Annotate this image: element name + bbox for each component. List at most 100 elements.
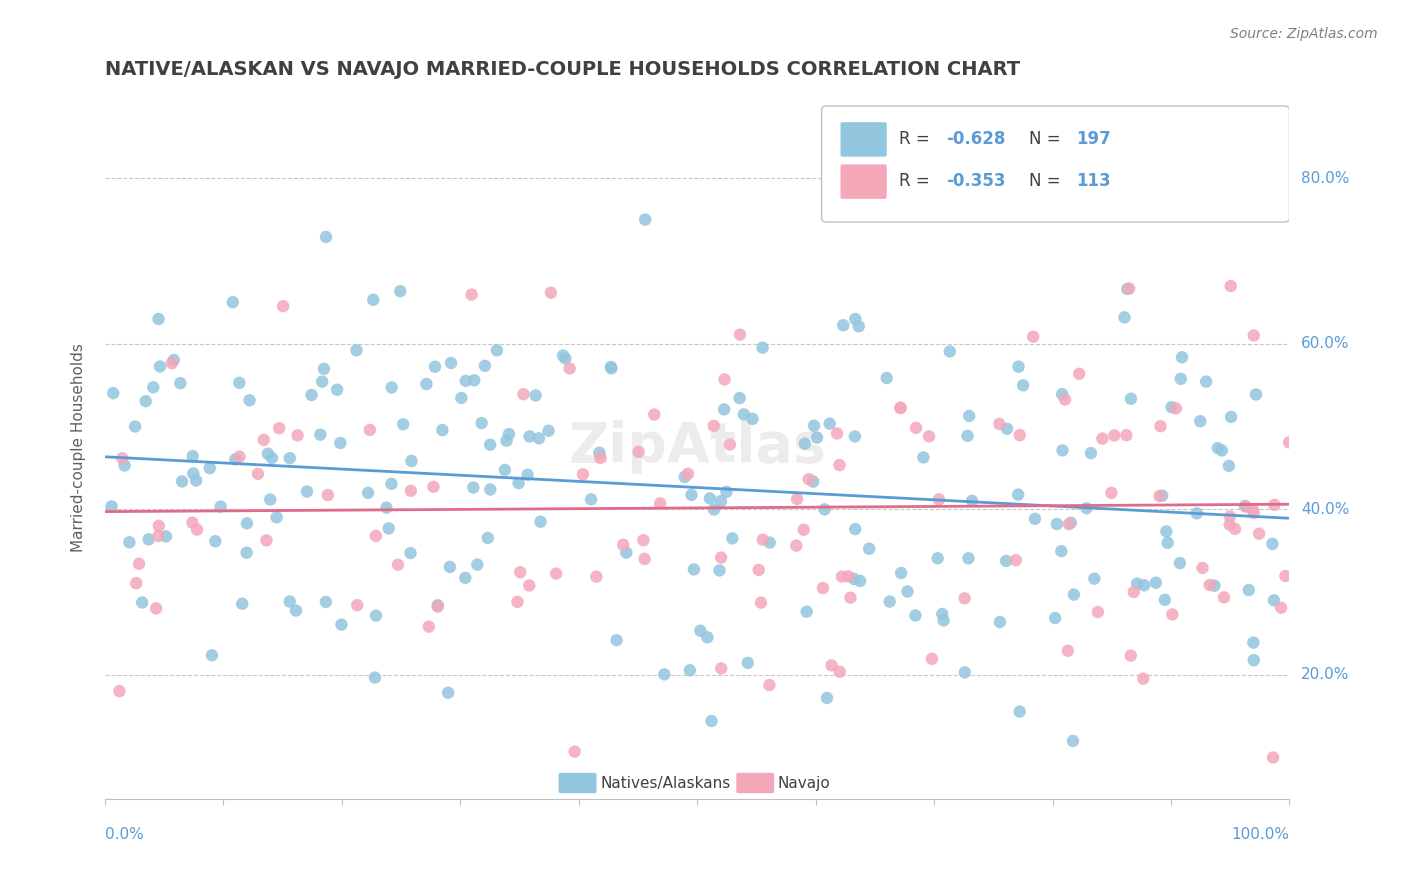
Point	[454, 571, 477, 585]
Point	[311, 375, 333, 389]
Point	[718, 437, 741, 451]
Point	[537, 424, 560, 438]
Point	[529, 515, 551, 529]
Point	[118, 535, 141, 549]
Point	[1220, 409, 1243, 424]
Point	[148, 518, 170, 533]
Point	[1024, 512, 1046, 526]
Point	[652, 667, 675, 681]
Point	[253, 433, 276, 447]
Point	[509, 566, 531, 580]
Point	[551, 349, 574, 363]
Point	[1198, 578, 1220, 592]
Point	[1008, 705, 1031, 719]
Point	[471, 416, 494, 430]
Point	[1223, 522, 1246, 536]
Text: 113: 113	[1076, 172, 1111, 190]
Point	[479, 483, 502, 497]
Point	[1261, 537, 1284, 551]
Point	[450, 391, 472, 405]
Point	[465, 558, 488, 572]
Point	[939, 344, 962, 359]
Point	[315, 595, 337, 609]
Point	[797, 472, 820, 486]
Point	[960, 493, 983, 508]
Point	[921, 652, 943, 666]
Point	[831, 569, 853, 583]
Point	[540, 285, 562, 300]
Point	[1062, 734, 1084, 748]
Point	[1160, 400, 1182, 414]
Point	[844, 429, 866, 443]
Point	[703, 418, 725, 433]
Point	[627, 445, 650, 459]
Point	[1149, 489, 1171, 503]
Point	[149, 359, 172, 374]
Point	[696, 630, 718, 644]
Point	[793, 523, 815, 537]
Text: 40.0%: 40.0%	[1302, 501, 1350, 516]
Point	[953, 591, 976, 606]
Point	[1249, 526, 1271, 541]
Point	[1104, 428, 1126, 442]
Point	[527, 431, 550, 445]
Point	[460, 287, 482, 301]
Point	[758, 678, 780, 692]
Point	[155, 529, 177, 543]
Point	[169, 376, 191, 391]
Point	[1122, 585, 1144, 599]
Text: 60.0%: 60.0%	[1302, 336, 1350, 351]
Point	[209, 500, 232, 514]
Text: 20.0%: 20.0%	[1302, 667, 1350, 682]
Point	[876, 371, 898, 385]
Point	[957, 551, 980, 566]
Point	[346, 598, 368, 612]
Point	[709, 563, 731, 577]
Point	[879, 594, 901, 608]
Point	[614, 546, 637, 560]
Point	[713, 402, 735, 417]
Point	[1204, 579, 1226, 593]
Point	[519, 429, 541, 443]
Point	[634, 552, 657, 566]
Point	[546, 566, 568, 581]
FancyBboxPatch shape	[841, 164, 887, 199]
Point	[418, 619, 440, 633]
Point	[401, 454, 423, 468]
Point	[160, 356, 183, 370]
Point	[806, 431, 828, 445]
Point	[988, 417, 1011, 431]
Point	[988, 615, 1011, 629]
Point	[1091, 432, 1114, 446]
Point	[904, 421, 927, 435]
Point	[1053, 392, 1076, 407]
Point	[426, 599, 449, 613]
Point	[1076, 501, 1098, 516]
Point	[463, 481, 485, 495]
Point	[181, 467, 204, 481]
Point	[359, 423, 381, 437]
Point	[1133, 578, 1156, 592]
Point	[364, 529, 387, 543]
Point	[1152, 489, 1174, 503]
Point	[733, 408, 755, 422]
FancyBboxPatch shape	[841, 122, 887, 157]
Point	[1080, 446, 1102, 460]
Point	[1243, 328, 1265, 343]
Point	[1069, 367, 1091, 381]
Point	[278, 451, 301, 466]
Point	[1274, 569, 1296, 583]
Point	[364, 671, 387, 685]
Point	[890, 401, 912, 415]
Point	[700, 714, 723, 728]
Point	[380, 476, 402, 491]
Point	[1243, 653, 1265, 667]
Point	[1119, 648, 1142, 663]
Point	[271, 299, 294, 313]
FancyBboxPatch shape	[558, 772, 596, 793]
Point	[564, 745, 586, 759]
Point	[235, 546, 257, 560]
Point	[683, 562, 706, 576]
Text: NATIVE/ALASKAN VS NAVAJO MARRIED-COUPLE HOUSEHOLDS CORRELATION CHART: NATIVE/ALASKAN VS NAVAJO MARRIED-COUPLE …	[105, 60, 1021, 78]
Point	[1161, 607, 1184, 622]
